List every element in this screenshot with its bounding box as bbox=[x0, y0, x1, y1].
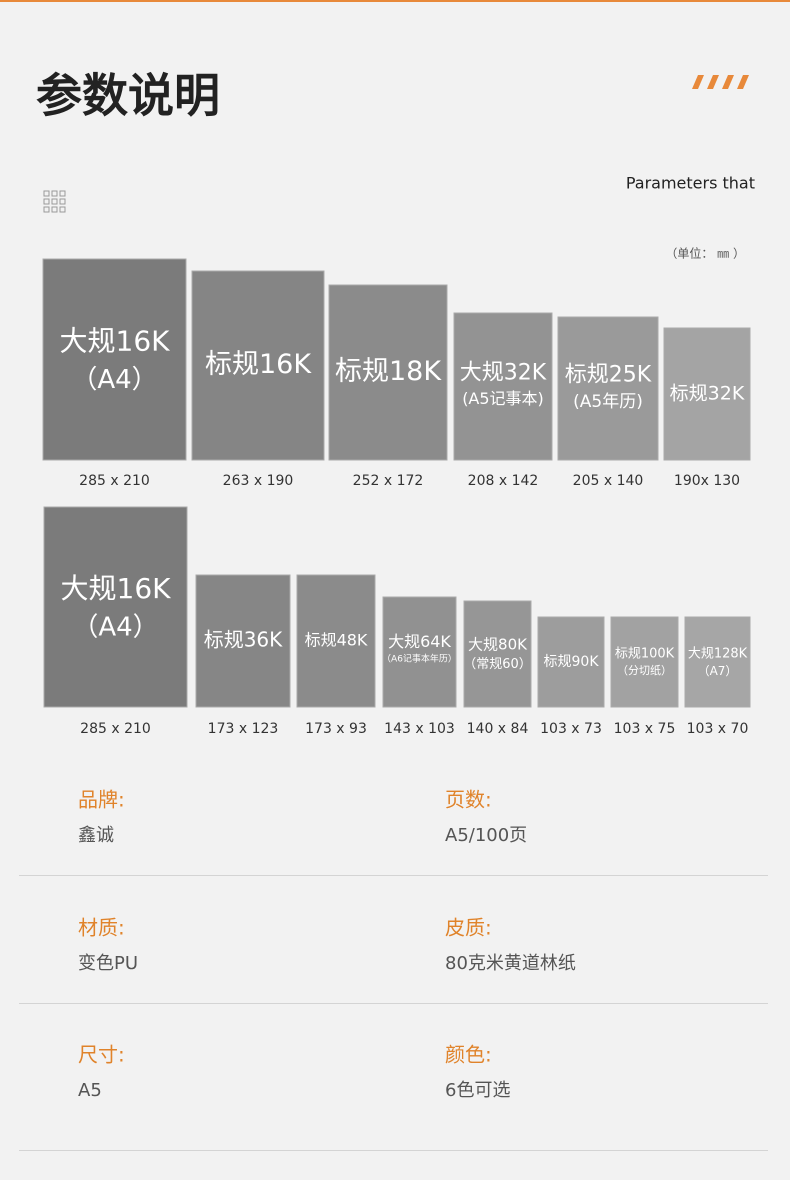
spec-label: 页数: bbox=[445, 788, 492, 812]
grid-icon bbox=[43, 190, 66, 213]
size-label: 大规32K bbox=[460, 360, 547, 385]
spec-label: 颜色: bbox=[445, 1043, 492, 1067]
size-box bbox=[463, 600, 532, 708]
size-box bbox=[557, 316, 659, 461]
spec-label: 材质: bbox=[78, 916, 125, 940]
spec-value: 变色PU bbox=[78, 953, 138, 974]
size-dims: 190x 130 bbox=[674, 473, 740, 489]
spec-value: 鑫诚 bbox=[78, 825, 114, 846]
size-dims: 208 x 142 bbox=[468, 473, 539, 489]
size-label: (A5记事本) bbox=[462, 389, 544, 408]
size-box bbox=[537, 616, 605, 708]
size-label: 标规32K bbox=[670, 383, 745, 405]
unit: （单位： ㎜ ） bbox=[665, 246, 745, 261]
spec-label: 尺寸: bbox=[78, 1043, 125, 1067]
top-line bbox=[0, 0, 790, 2]
title: 参数说明 bbox=[36, 69, 220, 123]
size-dims: 252 x 172 bbox=[353, 473, 424, 489]
size-box bbox=[328, 284, 448, 461]
size-label: （A7） bbox=[698, 664, 738, 678]
spec-label: 品牌: bbox=[78, 788, 125, 812]
size-box bbox=[382, 596, 457, 708]
size-label: 标规25K bbox=[565, 362, 652, 387]
size-label: （A4） bbox=[72, 612, 158, 642]
spec-value: 80克米黄道林纸 bbox=[445, 953, 576, 974]
size-label: 标规90K bbox=[544, 654, 600, 670]
spec-label: 皮质: bbox=[445, 916, 492, 940]
size-label: 标规100K bbox=[615, 647, 675, 662]
size-box bbox=[191, 270, 325, 461]
size-label: 大规128K bbox=[688, 647, 748, 662]
size-box bbox=[453, 312, 553, 461]
subtitle: Parameters that bbox=[626, 174, 755, 193]
size-label: 标规16K bbox=[205, 349, 312, 380]
size-label: 大规64K bbox=[388, 632, 451, 651]
size-dims: 103 x 70 bbox=[687, 721, 749, 737]
size-label: （A6记事本年历） bbox=[382, 653, 457, 665]
size-label: 大规16K bbox=[61, 572, 172, 605]
spec-value: A5/100页 bbox=[445, 825, 527, 846]
size-box bbox=[610, 616, 679, 708]
spec-value: 6色可选 bbox=[445, 1080, 510, 1101]
size-label: （A4） bbox=[71, 365, 157, 395]
size-dims: 285 x 210 bbox=[80, 721, 151, 737]
size-dims: 285 x 210 bbox=[79, 473, 150, 489]
size-label: （常规60） bbox=[463, 657, 532, 672]
size-label: 标规18K bbox=[335, 356, 442, 387]
size-dims: 263 x 190 bbox=[223, 473, 294, 489]
spec-value: A5 bbox=[78, 1080, 102, 1101]
divider bbox=[19, 1003, 768, 1004]
size-label: （分切纸） bbox=[617, 664, 672, 677]
size-label: 大规16K bbox=[60, 325, 171, 358]
divider bbox=[19, 1150, 768, 1151]
size-label: (A5年历) bbox=[573, 392, 643, 412]
size-dims: 140 x 84 bbox=[467, 721, 529, 737]
size-box bbox=[195, 574, 291, 708]
size-box bbox=[296, 574, 376, 708]
size-box bbox=[43, 506, 188, 708]
size-dims: 173 x 123 bbox=[208, 721, 279, 737]
size-dims: 173 x 93 bbox=[305, 721, 367, 737]
size-label: 标规36K bbox=[204, 628, 283, 652]
size-dims: 103 x 75 bbox=[614, 721, 676, 737]
size-label: 标规48K bbox=[305, 631, 368, 650]
slashes bbox=[692, 75, 749, 89]
size-label: 大规80K bbox=[468, 636, 528, 654]
size-dims: 103 x 73 bbox=[540, 721, 602, 737]
size-dims: 205 x 140 bbox=[573, 473, 644, 489]
size-box bbox=[663, 327, 751, 461]
divider bbox=[19, 875, 768, 876]
size-box bbox=[684, 616, 751, 708]
size-dims: 143 x 103 bbox=[384, 721, 455, 737]
size-box bbox=[42, 258, 187, 461]
